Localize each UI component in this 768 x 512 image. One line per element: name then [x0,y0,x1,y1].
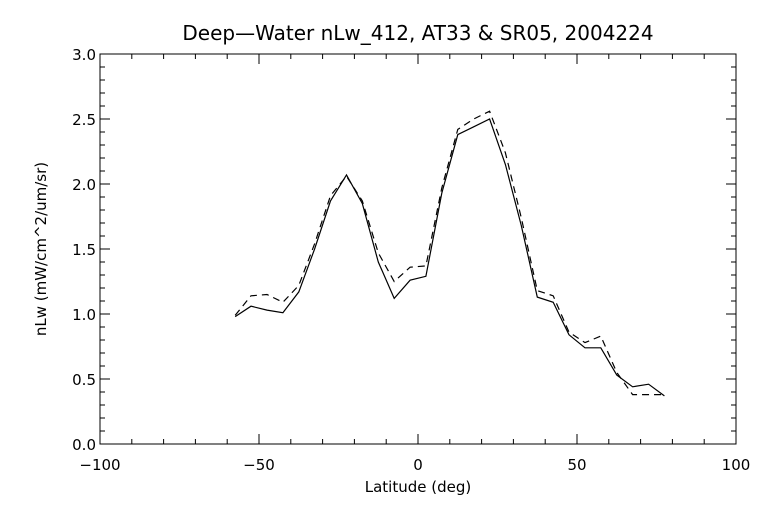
y-tick-label: 0.0 [72,436,96,454]
chart-title: Deep—Water nLw_412, AT33 & SR05, 2004224 [182,21,653,45]
y-axis-label: nLw (mW/cm^2/um/sr) [32,162,50,336]
series-line-solid [234,118,665,397]
x-tick-label: 50 [567,456,586,474]
y-tick-label: 2.0 [72,176,96,194]
ticks-layer: −100 −50 0 50 100 0.0 0.5 1.0 1.5 2.0 2.5 3.0 [72,46,750,474]
y-tick-label: 0.5 [72,371,96,389]
series-layer [234,110,665,397]
y-tick-label: 3.0 [72,46,96,64]
y-tick-label: 1.0 [72,306,96,324]
y-tick-label: 2.5 [72,111,96,129]
x-tick-label: 100 [722,456,751,474]
x-tick-label: −100 [79,456,120,474]
y-tick-label: 1.5 [72,241,96,259]
x-tick-label: 0 [413,456,423,474]
x-tick-label: −50 [243,456,275,474]
x-axis-label: Latitude (deg) [365,478,471,496]
series-line-dashed [234,110,665,396]
